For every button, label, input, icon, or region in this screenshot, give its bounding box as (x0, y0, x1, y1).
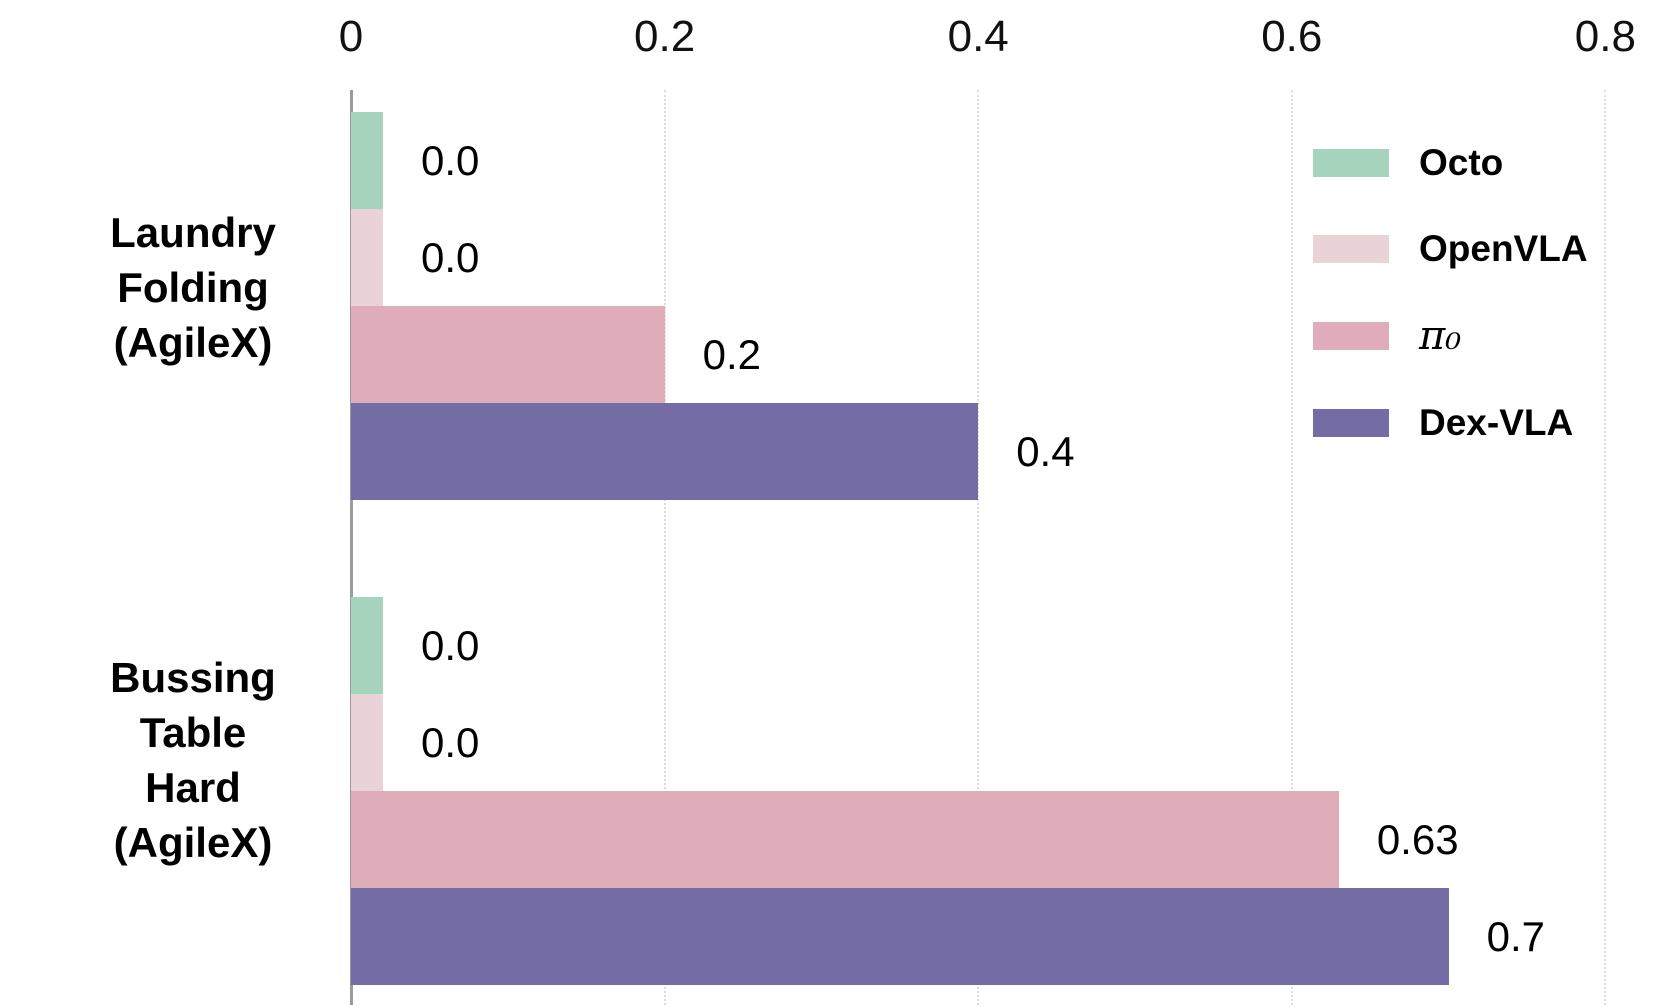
value-label: 0.0 (421, 621, 480, 669)
legend-item-dexvla: Dex-VLA (1313, 398, 1573, 448)
x-tick-label: 0.8 (1574, 12, 1636, 61)
value-label: 0.0 (421, 718, 480, 766)
value-label: 0.0 (421, 233, 480, 281)
legend-label-pi0: π₀ (1419, 313, 1462, 359)
legend-item-octo: Octo (1313, 138, 1503, 188)
legend-swatch-dexvla (1313, 409, 1389, 437)
axis-line (349, 90, 353, 1005)
category-label: Laundry Folding (AgileX) (110, 208, 276, 366)
value-label: 0.0 (421, 136, 480, 184)
gridline (663, 90, 666, 1005)
x-tick-label: 0 (338, 12, 364, 61)
bar-OpenVLA-group2 (351, 694, 383, 791)
x-tick-label: 0.6 (1261, 12, 1323, 61)
x-tick-label: 0.2 (634, 12, 696, 61)
value-label: 0.63 (1376, 815, 1459, 863)
category-label: Bussing Table Hard (AgileX) (110, 654, 276, 866)
legend-swatch-pi0 (1313, 322, 1389, 350)
bar-Dex-VLA-group1 (351, 403, 979, 500)
bar-OpenVLA-group1 (351, 209, 383, 306)
bar-Octo-group1 (351, 112, 383, 209)
legend-label-openvla: OpenVLA (1419, 228, 1588, 269)
legend-item-openvla: OpenVLA (1313, 224, 1588, 274)
value-label: 0.7 (1486, 912, 1545, 960)
bar-π₀-group2 (351, 791, 1339, 888)
legend-label-octo: Octo (1419, 142, 1504, 183)
gridline (977, 90, 980, 1005)
x-tick-label: 0.4 (947, 12, 1009, 61)
bar-π₀-group1 (351, 306, 665, 403)
legend-item-pi0: π₀ (1313, 311, 1461, 361)
legend-label-dexvla: Dex-VLA (1419, 402, 1574, 443)
value-label: 0.2 (702, 330, 761, 378)
value-label: 0.4 (1016, 427, 1075, 475)
bar-Dex-VLA-group2 (351, 888, 1449, 985)
legend-swatch-octo (1313, 149, 1389, 177)
gridline (1604, 90, 1607, 1005)
legend-swatch-openvla (1313, 235, 1389, 263)
bar-Octo-group2 (351, 597, 383, 694)
gridline (1290, 90, 1293, 1005)
